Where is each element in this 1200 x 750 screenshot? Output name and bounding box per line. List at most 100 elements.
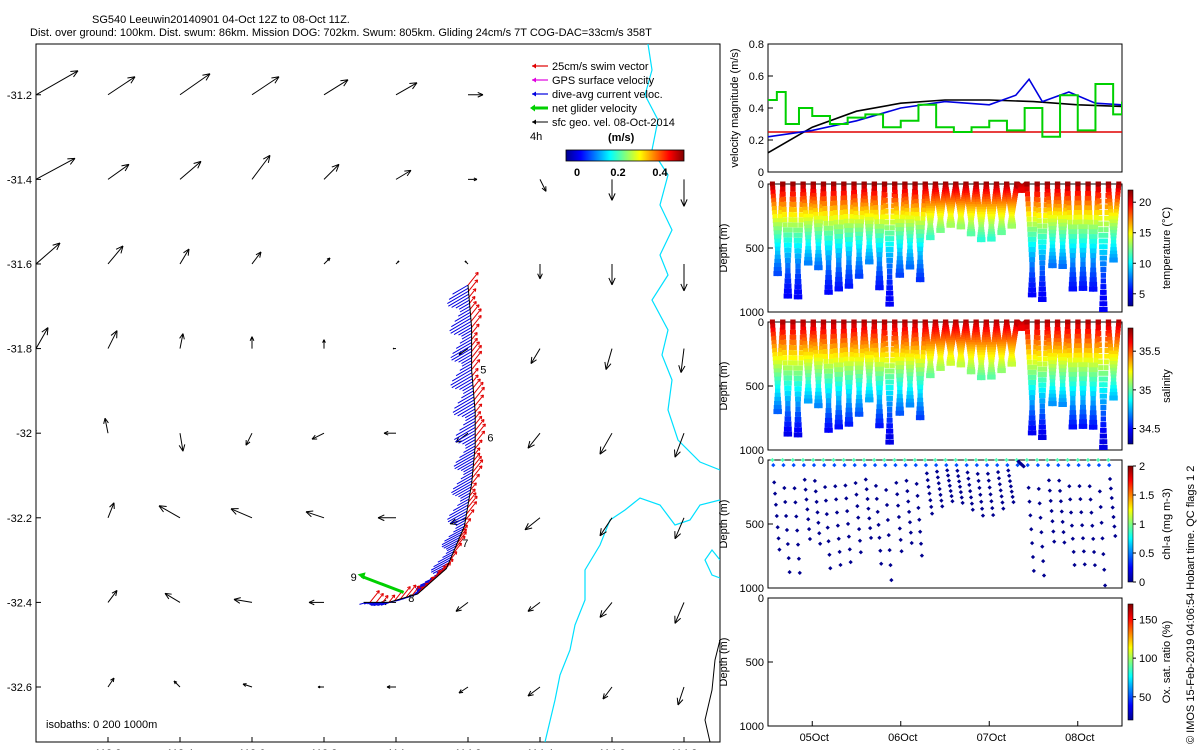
profile-point — [914, 216, 920, 222]
swim-vector — [473, 386, 485, 401]
chla-point — [1069, 523, 1075, 528]
profile-point — [873, 205, 879, 211]
profile-point — [1029, 410, 1035, 416]
profile-point — [1065, 329, 1071, 335]
current-vector — [448, 528, 464, 538]
profile-point — [975, 332, 981, 338]
profile-point — [918, 380, 924, 386]
profile-point — [834, 367, 840, 373]
profile-point — [876, 404, 882, 410]
profile-point — [826, 393, 832, 399]
geo-vector-head — [409, 82, 418, 90]
profile-point — [1043, 202, 1049, 208]
profile-point — [1067, 352, 1073, 358]
profile-point — [1060, 241, 1066, 247]
profile-point — [1029, 272, 1035, 278]
profile-point — [897, 390, 903, 396]
profile-point — [848, 232, 854, 238]
geo-vector — [602, 686, 613, 700]
profile-point — [853, 344, 859, 350]
profile-point — [904, 204, 910, 210]
profile-point — [892, 327, 898, 333]
profile-point — [892, 181, 898, 187]
geo-vector-head — [527, 606, 534, 612]
profile-point — [1046, 200, 1052, 206]
profile-point — [877, 252, 883, 258]
profile-point — [1093, 357, 1099, 363]
profile-point — [1034, 181, 1040, 187]
geo-vector-head — [340, 79, 349, 87]
profile-point — [828, 230, 834, 236]
profile-point — [880, 205, 886, 211]
chla-point — [1049, 508, 1054, 514]
profile-point — [818, 349, 824, 355]
profile-point — [841, 190, 847, 196]
profile-point — [1092, 234, 1098, 240]
geo-vector-head — [464, 260, 467, 263]
profile-point — [889, 363, 895, 369]
chla-point — [875, 509, 880, 514]
chla-point — [780, 457, 785, 463]
profile-point — [841, 319, 847, 325]
profile-point — [1081, 247, 1087, 253]
profile-point — [773, 409, 779, 415]
profile-point — [1000, 368, 1006, 374]
profile-point — [976, 339, 982, 345]
profile-point — [1076, 200, 1082, 206]
profile-point — [1067, 214, 1073, 220]
profile-point — [1032, 349, 1038, 355]
profile-point — [1066, 200, 1072, 206]
current-vector — [445, 548, 456, 554]
profile-point — [804, 253, 810, 259]
profile-point — [1033, 344, 1039, 350]
profile-point — [845, 274, 851, 280]
profile-point — [831, 324, 837, 330]
profile-point — [904, 345, 910, 351]
geo-vector-head — [377, 514, 385, 522]
profile-point — [775, 246, 781, 252]
current-vector — [455, 339, 472, 349]
profile-point — [827, 422, 833, 428]
profile-point — [895, 268, 901, 274]
profile-point — [1102, 382, 1108, 388]
profile-point — [827, 373, 833, 379]
profile-point — [894, 214, 900, 220]
current-vector — [451, 480, 473, 494]
colorbar-tick-label: 150 — [1139, 614, 1157, 626]
current-vector — [461, 390, 474, 399]
geo-vector-head — [109, 502, 115, 510]
swim-vector — [382, 595, 389, 603]
chla-point — [949, 493, 954, 499]
profile-point — [908, 260, 914, 266]
profile-point — [843, 214, 849, 220]
chla-point — [968, 495, 974, 500]
profile-point — [825, 265, 831, 271]
profile-point — [1038, 419, 1044, 425]
profile-point — [906, 391, 912, 397]
profile-point — [815, 391, 821, 397]
profile-point — [1098, 365, 1104, 371]
profile-point — [1062, 215, 1068, 221]
profile-point — [1106, 329, 1112, 335]
profile-point — [990, 347, 996, 353]
profile-point — [846, 389, 852, 395]
profile-point — [818, 211, 824, 217]
profile-point — [919, 277, 925, 283]
profile-point — [1114, 202, 1120, 208]
profile-ylabel: Depth (m) — [718, 638, 730, 687]
geo-vector — [605, 348, 613, 370]
chla-point — [1062, 540, 1067, 545]
profile-point — [1025, 339, 1031, 345]
profile-point — [1071, 376, 1077, 382]
profile-point — [981, 339, 987, 345]
profile-point — [921, 336, 927, 342]
profile-point — [773, 360, 779, 366]
profile-point — [844, 232, 850, 238]
profile-point — [976, 342, 982, 348]
profile-point — [1090, 257, 1096, 263]
profile-point — [1031, 287, 1037, 293]
profile-point — [775, 242, 781, 248]
profile-point — [786, 380, 792, 386]
profile-point — [1065, 319, 1071, 325]
profile-point — [787, 365, 793, 371]
